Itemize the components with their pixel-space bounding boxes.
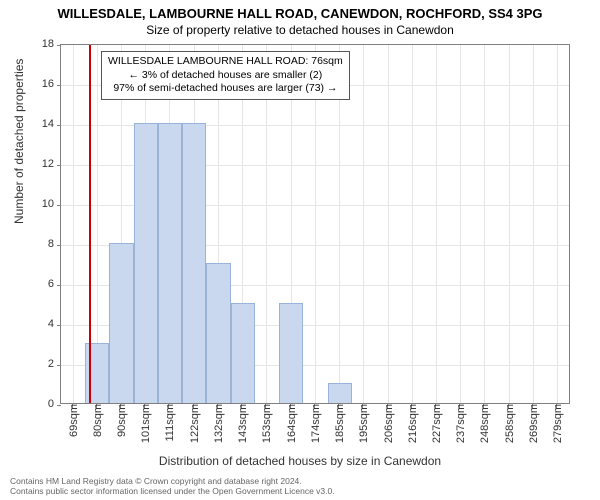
xtick-label: 132sqm (213, 404, 225, 454)
ytick-label: 2 (24, 358, 54, 370)
ytick-label: 12 (24, 158, 54, 170)
ytick-mark (57, 245, 61, 246)
annotation-box: WILLESDALE LAMBOURNE HALL ROAD: 76sqm← 3… (101, 51, 350, 100)
histogram-bar (182, 123, 206, 403)
ytick-label: 6 (24, 278, 54, 290)
histogram-bar (328, 383, 352, 403)
caption-line-2: Contains public sector information licen… (10, 486, 335, 496)
ytick-label: 16 (24, 78, 54, 90)
ytick-mark (57, 285, 61, 286)
ytick-label: 10 (24, 198, 54, 210)
gridline-v (557, 45, 558, 403)
xtick-label: 69sqm (68, 404, 80, 454)
title-sub: Size of property relative to detached ho… (0, 21, 600, 37)
histogram-bar (158, 123, 182, 403)
gridline-v (533, 45, 534, 403)
xtick-label: 90sqm (116, 404, 128, 454)
xtick-label: 174sqm (310, 404, 322, 454)
xtick-label: 216sqm (407, 404, 419, 454)
xtick-label: 279sqm (552, 404, 564, 454)
xtick-label: 227sqm (431, 404, 443, 454)
ytick-label: 0 (24, 398, 54, 410)
reference-line (89, 45, 91, 403)
gridline-v (484, 45, 485, 403)
histogram-bar (231, 303, 255, 403)
xtick-label: 111sqm (164, 404, 176, 454)
xtick-label: 269sqm (528, 404, 540, 454)
gridline-v (460, 45, 461, 403)
title-main: WILLESDALE, LAMBOURNE HALL ROAD, CANEWDO… (0, 0, 600, 21)
annotation-line: 97% of semi-detached houses are larger (… (108, 82, 343, 96)
xtick-label: 258sqm (504, 404, 516, 454)
ytick-mark (57, 405, 61, 406)
gridline-v (509, 45, 510, 403)
histogram-bar (134, 123, 158, 403)
caption: Contains HM Land Registry data © Crown c… (10, 476, 335, 496)
chart-container: WILLESDALE, LAMBOURNE HALL ROAD, CANEWDO… (0, 0, 600, 500)
xtick-label: 101sqm (140, 404, 152, 454)
plot-wrap: WILLESDALE LAMBOURNE HALL ROAD: 76sqm← 3… (60, 44, 570, 404)
ytick-mark (57, 325, 61, 326)
ytick-mark (57, 365, 61, 366)
ytick-mark (57, 45, 61, 46)
xtick-label: 80sqm (92, 404, 104, 454)
ytick-mark (57, 85, 61, 86)
ytick-mark (57, 205, 61, 206)
gridline-v (412, 45, 413, 403)
ytick-label: 14 (24, 118, 54, 130)
xtick-label: 195sqm (358, 404, 370, 454)
annotation-line: ← 3% of detached houses are smaller (2) (108, 69, 343, 83)
caption-line-1: Contains HM Land Registry data © Crown c… (10, 476, 335, 486)
gridline-v (436, 45, 437, 403)
xtick-label: 143sqm (237, 404, 249, 454)
ytick-mark (57, 165, 61, 166)
xtick-label: 185sqm (334, 404, 346, 454)
annotation-line: WILLESDALE LAMBOURNE HALL ROAD: 76sqm (108, 55, 343, 69)
histogram-bar (279, 303, 303, 403)
ytick-label: 4 (24, 318, 54, 330)
ytick-label: 18 (24, 38, 54, 50)
xtick-label: 206sqm (383, 404, 395, 454)
xtick-label: 248sqm (479, 404, 491, 454)
xtick-label: 153sqm (261, 404, 273, 454)
histogram-bar (109, 243, 133, 403)
ytick-mark (57, 125, 61, 126)
xtick-label: 164sqm (286, 404, 298, 454)
histogram-bar (206, 263, 230, 403)
gridline-v (363, 45, 364, 403)
xtick-label: 122sqm (189, 404, 201, 454)
gridline-v (388, 45, 389, 403)
plot-area: WILLESDALE LAMBOURNE HALL ROAD: 76sqm← 3… (60, 44, 570, 404)
gridline-v (73, 45, 74, 403)
ytick-label: 8 (24, 238, 54, 250)
x-axis-label: Distribution of detached houses by size … (0, 454, 600, 468)
xtick-label: 237sqm (455, 404, 467, 454)
